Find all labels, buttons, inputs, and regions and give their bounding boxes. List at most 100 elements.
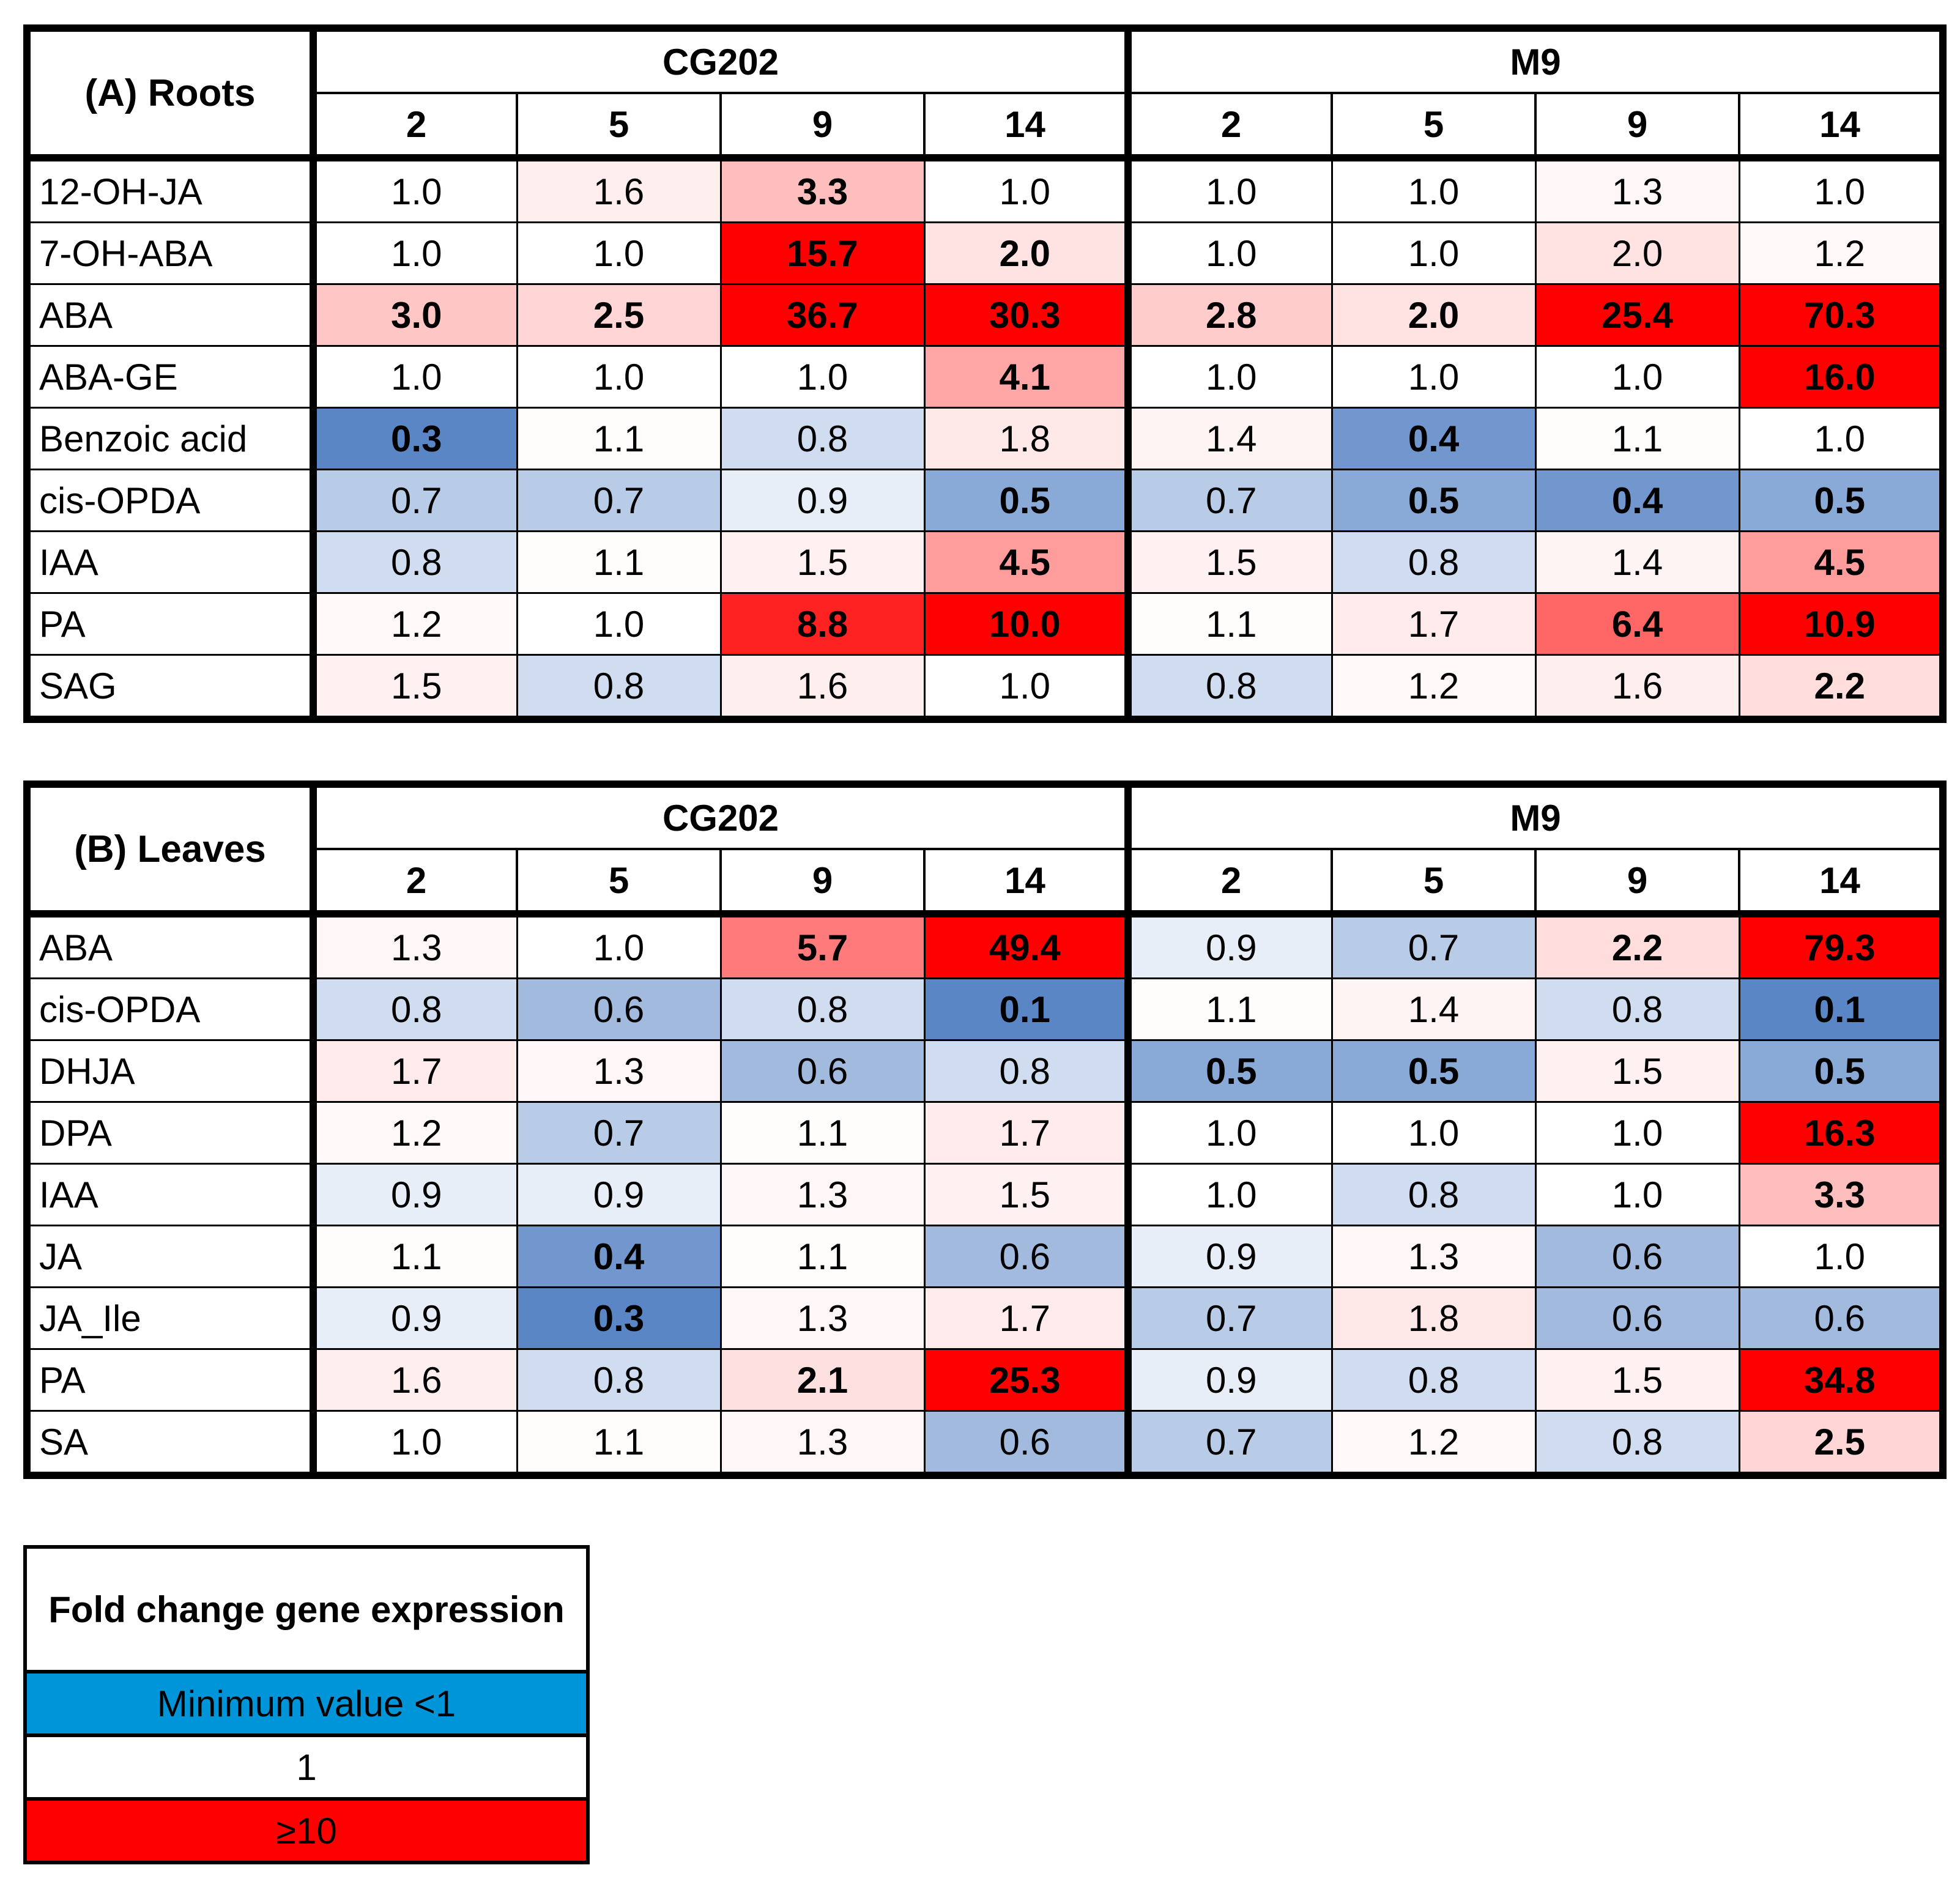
heatmap-cell: 0.9 bbox=[1124, 1348, 1333, 1412]
legend-title: Fold change gene expression bbox=[27, 1549, 586, 1674]
heatmap-cell: 0.3 bbox=[516, 1286, 722, 1350]
heatmap-cell: 1.0 bbox=[1534, 345, 1740, 409]
group-header-cg202: CG202 bbox=[312, 27, 1129, 94]
heatmap-cell: 0.7 bbox=[516, 1101, 722, 1165]
heatmap-cell: 16.0 bbox=[1738, 345, 1944, 409]
heatmap-cell: 1.2 bbox=[1738, 221, 1944, 285]
heatmap-cell: 0.7 bbox=[516, 469, 722, 532]
heatmap-cell: 25.3 bbox=[923, 1348, 1129, 1412]
heatmap-cell: 0.9 bbox=[1124, 913, 1333, 979]
heatmap-cell: 1.5 bbox=[719, 530, 926, 594]
heatmap-cell: 1.0 bbox=[1738, 157, 1944, 223]
table-row: 7-OH-ABA 1.0 1.0 15.7 2.0 1.0 1.0 2.0 1.2 bbox=[26, 221, 1944, 285]
heatmap-cell: 1.0 bbox=[516, 913, 722, 979]
heatmap-cell: 1.6 bbox=[516, 157, 722, 223]
heatmap-cell: 0.8 bbox=[923, 1039, 1129, 1103]
heatmap-cell: 1.5 bbox=[1534, 1348, 1740, 1412]
heatmap-cell: 1.7 bbox=[923, 1286, 1129, 1350]
heatmap-cell: 1.7 bbox=[312, 1039, 518, 1103]
heatmap-cell: 1.0 bbox=[1124, 1101, 1333, 1165]
column-header: 14 bbox=[1738, 848, 1944, 918]
column-header: 14 bbox=[1738, 92, 1944, 161]
row-label: JA bbox=[26, 1225, 317, 1288]
table-row: DPA 1.2 0.7 1.1 1.7 1.0 1.0 1.0 16.3 bbox=[26, 1101, 1944, 1165]
heatmap-cell: 0.5 bbox=[1331, 1039, 1537, 1103]
row-label: SAG bbox=[26, 654, 317, 721]
row-label: DPA bbox=[26, 1101, 317, 1165]
heatmap-cell: 1.6 bbox=[1534, 654, 1740, 721]
leaves-heatmap-table: (B) Leaves CG202 M9 2 5 9 14 2 5 9 14 AB… bbox=[23, 780, 1947, 1479]
heatmap-cell: 0.6 bbox=[516, 977, 722, 1041]
column-header: 5 bbox=[516, 848, 722, 918]
table-row: PA 1.6 0.8 2.1 25.3 0.9 0.8 1.5 34.8 bbox=[26, 1348, 1944, 1412]
row-label: cis-OPDA bbox=[26, 977, 317, 1041]
heatmap-cell: 2.0 bbox=[1534, 221, 1740, 285]
heatmap-cell: 0.9 bbox=[312, 1286, 518, 1350]
heatmap-cell: 0.6 bbox=[1534, 1286, 1740, 1350]
heatmap-cell: 4.5 bbox=[1738, 530, 1944, 594]
heatmap-cell: 10.9 bbox=[1738, 592, 1944, 656]
column-header: 14 bbox=[923, 92, 1129, 161]
row-label: PA bbox=[26, 592, 317, 656]
table-row: cis-OPDA 0.8 0.6 0.8 0.1 1.1 1.4 0.8 0.1 bbox=[26, 977, 1944, 1041]
heatmap-cell: 1.3 bbox=[719, 1410, 926, 1477]
heatmap-cell: 0.6 bbox=[1738, 1286, 1944, 1350]
heatmap-cell: 0.4 bbox=[516, 1225, 722, 1288]
heatmap-cell: 1.0 bbox=[312, 1410, 518, 1477]
heatmap-cell: 0.5 bbox=[1331, 469, 1537, 532]
heatmap-cell: 1.5 bbox=[312, 654, 518, 721]
row-label: ABA-GE bbox=[26, 345, 317, 409]
legend-max-swatch: ≥10 bbox=[27, 1801, 586, 1861]
heatmap-cell: 1.0 bbox=[312, 345, 518, 409]
heatmap-cell: 8.8 bbox=[719, 592, 926, 656]
heatmap-cell: 1.0 bbox=[1124, 221, 1333, 285]
group-header-cg202: CG202 bbox=[312, 783, 1129, 850]
heatmap-cell: 1.8 bbox=[923, 407, 1129, 470]
heatmap-cell: 36.7 bbox=[719, 283, 926, 347]
heatmap-cell: 1.3 bbox=[312, 913, 518, 979]
row-label: JA_Ile bbox=[26, 1286, 317, 1350]
heatmap-cell: 0.9 bbox=[719, 469, 926, 532]
heatmap-cell: 1.0 bbox=[312, 157, 518, 223]
heatmap-cell: 0.7 bbox=[1331, 913, 1537, 979]
heatmap-cell: 1.1 bbox=[312, 1225, 518, 1288]
heatmap-cell: 2.5 bbox=[516, 283, 722, 347]
table-row: ABA 3.0 2.5 36.7 30.3 2.8 2.0 25.4 70.3 bbox=[26, 283, 1944, 347]
heatmap-cell: 1.1 bbox=[1124, 592, 1333, 656]
heatmap-cell: 0.8 bbox=[719, 407, 926, 470]
heatmap-cell: 49.4 bbox=[923, 913, 1129, 979]
heatmap-cell: 1.4 bbox=[1534, 530, 1740, 594]
row-label: PA bbox=[26, 1348, 317, 1412]
heatmap-cell: 1.4 bbox=[1124, 407, 1333, 470]
heatmap-cell: 0.5 bbox=[1738, 469, 1944, 532]
heatmap-cell: 0.8 bbox=[1331, 530, 1537, 594]
heatmap-cell: 1.1 bbox=[516, 530, 722, 594]
color-legend: Fold change gene expression Minimum valu… bbox=[23, 1545, 590, 1864]
heatmap-cell: 2.1 bbox=[719, 1348, 926, 1412]
row-label: cis-OPDA bbox=[26, 469, 317, 532]
panel-title: (A) Roots bbox=[26, 27, 317, 161]
row-label: 7-OH-ABA bbox=[26, 221, 317, 285]
heatmap-cell: 0.8 bbox=[719, 977, 926, 1041]
heatmap-cell: 1.0 bbox=[1534, 1101, 1740, 1165]
column-header: 9 bbox=[719, 848, 926, 918]
heatmap-cell: 1.0 bbox=[1331, 345, 1537, 409]
heatmap-cell: 2.2 bbox=[1534, 913, 1740, 979]
heatmap-cell: 1.0 bbox=[516, 221, 722, 285]
heatmap-cell: 0.8 bbox=[516, 1348, 722, 1412]
heatmap-cell: 0.6 bbox=[923, 1225, 1129, 1288]
heatmap-cell: 1.8 bbox=[1331, 1286, 1537, 1350]
row-label: 12-OH-JA bbox=[26, 157, 317, 223]
heatmap-cell: 1.0 bbox=[1738, 407, 1944, 470]
heatmap-cell: 1.1 bbox=[719, 1101, 926, 1165]
heatmap-cell: 1.1 bbox=[516, 407, 722, 470]
heatmap-cell: 2.2 bbox=[1738, 654, 1944, 721]
heatmap-cell: 1.3 bbox=[719, 1286, 926, 1350]
table-row: ABA-GE 1.0 1.0 1.0 4.1 1.0 1.0 1.0 16.0 bbox=[26, 345, 1944, 409]
heatmap-cell: 0.5 bbox=[923, 469, 1129, 532]
column-header: 9 bbox=[719, 92, 926, 161]
heatmap-cell: 2.8 bbox=[1124, 283, 1333, 347]
heatmap-cell: 0.4 bbox=[1534, 469, 1740, 532]
column-header: 9 bbox=[1534, 92, 1740, 161]
heatmap-cell: 1.0 bbox=[1534, 1163, 1740, 1226]
